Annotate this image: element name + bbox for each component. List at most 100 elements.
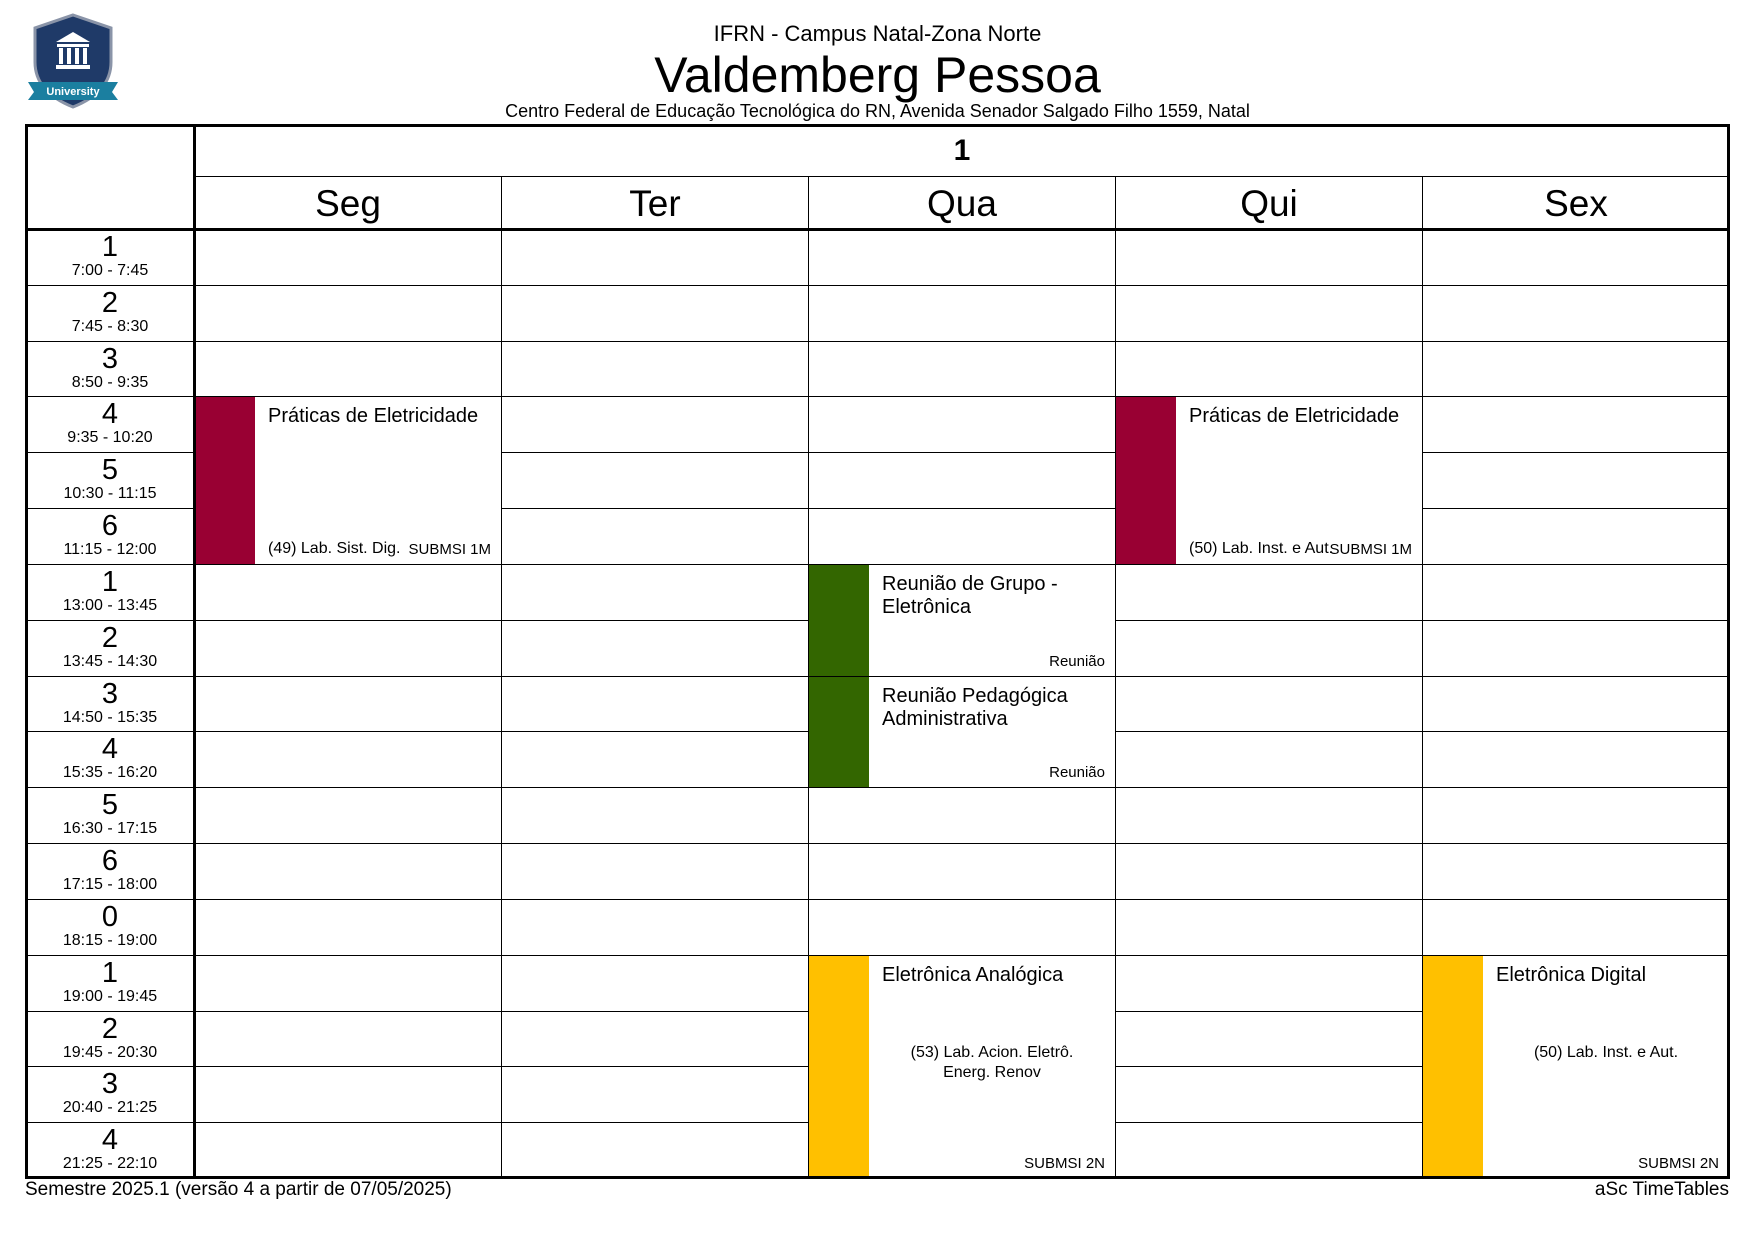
lesson-group: Reunião bbox=[1049, 764, 1105, 782]
period-time: 7:45 - 8:30 bbox=[71, 317, 149, 335]
slot bbox=[808, 284, 1116, 342]
period-time: 15:35 - 16:20 bbox=[62, 764, 158, 782]
address: Centro Federal de Educação Tecnológica d… bbox=[505, 101, 1250, 121]
slot bbox=[1422, 508, 1730, 565]
lesson-color bbox=[195, 397, 255, 564]
lesson-subject: Eletrônica Digital bbox=[1496, 963, 1647, 986]
lesson: Eletrônica Analógica (53) Lab. Acion. Ele… bbox=[808, 954, 1116, 1179]
lesson: Práticas de Eletricidade (49) Lab. Sist. … bbox=[194, 396, 502, 565]
period-number: 2 bbox=[101, 1012, 119, 1045]
slot bbox=[194, 731, 502, 789]
period-time: 7:00 - 7:45 bbox=[71, 262, 149, 279]
slot bbox=[501, 898, 809, 956]
slot bbox=[1422, 619, 1730, 677]
slot bbox=[501, 452, 809, 510]
period-number: 3 bbox=[101, 342, 119, 375]
period-cell: 3 8:50 - 9:35 bbox=[25, 340, 195, 398]
lesson-color bbox=[809, 564, 869, 676]
lesson: Reunião de Grupo - Eletrônica Reunião bbox=[808, 563, 1116, 677]
slot bbox=[808, 508, 1116, 565]
slot bbox=[1422, 675, 1730, 733]
period-cell: 1 19:00 - 19:45 bbox=[25, 954, 195, 1012]
period-number: 1 bbox=[101, 231, 119, 263]
period-time: 14:50 - 15:35 bbox=[62, 708, 158, 726]
title: Valdemberg Pessoa bbox=[654, 47, 1101, 103]
period-number: 3 bbox=[101, 1068, 119, 1101]
period-time: 16:30 - 17:15 bbox=[62, 820, 158, 838]
slot bbox=[501, 619, 809, 677]
period-time: 13:00 - 13:45 bbox=[62, 596, 158, 614]
slot bbox=[808, 396, 1116, 454]
slot bbox=[194, 954, 502, 1012]
lesson-subject: Eletrônica Analógica bbox=[882, 963, 1064, 986]
period-number: 2 bbox=[101, 621, 119, 654]
lesson-group: SUBMSI 2N bbox=[1638, 1154, 1719, 1172]
border bbox=[25, 124, 1730, 1179]
slot bbox=[1115, 787, 1423, 845]
lesson-subject: Práticas de Eletricidade bbox=[1189, 405, 1400, 428]
lesson-group: SUBMSI 2N bbox=[1024, 1154, 1105, 1172]
period-time: 10:30 - 11:15 bbox=[63, 485, 157, 503]
slot bbox=[501, 284, 809, 342]
period-time: 19:00 - 19:45 bbox=[62, 987, 158, 1005]
slot bbox=[808, 898, 1116, 956]
period-number: 5 bbox=[101, 789, 119, 822]
slot bbox=[194, 229, 502, 286]
lesson-color bbox=[1116, 397, 1176, 564]
period-number: 4 bbox=[101, 398, 119, 431]
slot bbox=[501, 508, 809, 565]
period-cell: 3 14:50 - 15:35 bbox=[25, 675, 195, 733]
lesson: Práticas de Eletricidade (50) Lab. Inst. … bbox=[1115, 396, 1423, 565]
period-time: 18:15 - 19:00 bbox=[62, 931, 158, 949]
period-number: 0 bbox=[101, 900, 119, 933]
slot bbox=[194, 1066, 502, 1124]
slot bbox=[501, 1066, 809, 1124]
lesson-room: (49) Lab. Sist. Dig. bbox=[268, 539, 401, 557]
slot bbox=[194, 675, 502, 733]
lesson-subject: Reunião Pedagógica Administrativa bbox=[882, 684, 1068, 730]
footer-left: Semestre 2025.1 (versão 4 a partir de 07… bbox=[25, 1179, 452, 1200]
lesson-group: SUBMSI 1M bbox=[1329, 540, 1412, 558]
slot bbox=[1422, 843, 1730, 900]
lesson-subject: Reunião de Grupo - Eletrônica bbox=[882, 572, 1058, 618]
slot bbox=[1422, 284, 1730, 342]
period-time: 17:15 - 18:00 bbox=[62, 876, 158, 894]
slot bbox=[194, 1122, 502, 1179]
period-time: 9:35 - 10:20 bbox=[67, 429, 153, 447]
period-number: 2 bbox=[101, 286, 119, 319]
day-header: Sex bbox=[1422, 176, 1730, 230]
period-number: 6 bbox=[101, 845, 119, 878]
lesson-color bbox=[809, 676, 869, 788]
slot bbox=[1422, 731, 1730, 789]
period-number: 4 bbox=[101, 733, 119, 766]
logo: University bbox=[28, 13, 118, 109]
lesson: Eletrônica Digital (50) Lab. Inst. e Aut.… bbox=[1422, 954, 1730, 1179]
lesson: Reunião Pedagógica Administrativa Reunião bbox=[808, 675, 1116, 789]
border bbox=[193, 124, 196, 1179]
period-number: 4 bbox=[101, 1124, 119, 1157]
border bbox=[25, 228, 1730, 231]
slot bbox=[1115, 284, 1423, 342]
period-number: 5 bbox=[101, 454, 119, 487]
period-number: 1 bbox=[101, 956, 119, 989]
slot bbox=[501, 340, 809, 398]
slot bbox=[808, 452, 1116, 510]
period-time: 19:45 - 20:30 bbox=[62, 1043, 158, 1061]
period-time: 13:45 - 14:30 bbox=[62, 652, 158, 670]
slot bbox=[194, 340, 502, 398]
slot bbox=[194, 1010, 502, 1068]
period-time: 21:25 - 22:10 bbox=[62, 1155, 158, 1173]
slot bbox=[194, 898, 502, 956]
lesson-room: (53) Lab. Acion. Eletrô. Energ. Renov bbox=[910, 1044, 1074, 1082]
period-number: 3 bbox=[101, 677, 119, 710]
slot bbox=[1115, 1010, 1423, 1068]
period-number: 1 bbox=[101, 565, 119, 598]
period-cell: 2 7:45 - 8:30 bbox=[25, 284, 195, 342]
period-cell: 0 18:15 - 19:00 bbox=[25, 898, 195, 956]
slot bbox=[1422, 787, 1730, 845]
period-number: 6 bbox=[101, 510, 119, 543]
period-cell: 6 11:15 - 12:00 bbox=[25, 508, 195, 565]
slot bbox=[1115, 731, 1423, 789]
slot bbox=[501, 675, 809, 733]
